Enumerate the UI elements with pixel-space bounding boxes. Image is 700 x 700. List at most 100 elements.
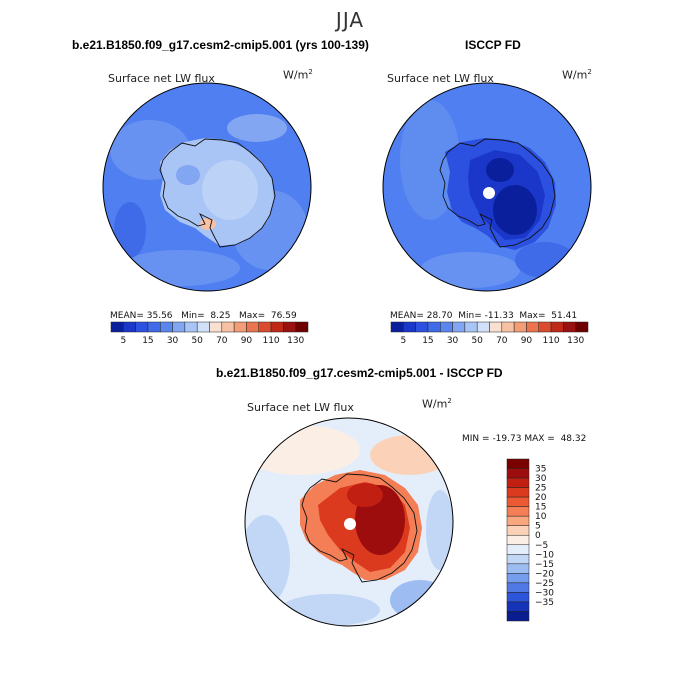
colorbar-isccp-swatch (390, 321, 404, 333)
colorbar-isccp-swatch (513, 321, 527, 333)
colorbar-isccp-swatch (489, 321, 503, 333)
colorbar-isccp-swatch (427, 321, 441, 333)
panel-2-variable: Surface net LW flux (387, 72, 494, 85)
colorbar-model-swatch (233, 321, 247, 333)
colorbar-difference-swatch (506, 468, 530, 479)
colorbar-difference-tick-label: 15 (535, 503, 546, 513)
colorbar-model-tick-label: 70 (216, 336, 228, 346)
colorbar-difference-swatch (506, 477, 530, 488)
panel-1-units: W/m2 (283, 68, 313, 82)
colorbar-model-swatch (283, 321, 296, 333)
colorbar-model-swatch (147, 321, 161, 333)
colorbar-isccp-swatch (501, 321, 515, 333)
panel-2-min: -11.33 (484, 311, 514, 321)
colorbar-model-swatch (110, 321, 124, 333)
colorbar-difference-tick-label: −30 (535, 588, 554, 598)
panel-2-max-label: Max= (519, 311, 546, 321)
colorbar-isccp-tick-label: 30 (447, 336, 459, 346)
colorbar-difference-swatch (506, 534, 530, 546)
map-model (102, 82, 312, 292)
colorbar-difference-tick-label: −35 (535, 598, 554, 608)
panel-2-units: W/m2 (562, 68, 592, 82)
panel-3-variable: Surface net LW flux (247, 401, 354, 414)
panel-3-units: W/m2 (422, 397, 452, 411)
colorbar-difference-swatch (506, 458, 530, 469)
colorbar-model-swatch (209, 321, 223, 333)
colorbar-model-tick-label: 110 (262, 336, 279, 346)
colorbar-isccp-tick-label: 50 (471, 336, 483, 346)
panel-3-stats: MIN = -19.73 MAX = 48.32 (462, 434, 586, 444)
colorbar-difference-tick-label: −25 (535, 579, 554, 589)
colorbar-model: 5 15 30 50 70 90 110 130 (110, 321, 309, 346)
colorbar-difference-tick-label: 30 (535, 474, 547, 484)
panel-2-title: ISCCP FD (465, 38, 521, 52)
colorbar-model-tick-label: 50 (191, 336, 203, 346)
map-difference (244, 417, 454, 627)
panel-2-min-label: Min= (458, 311, 482, 321)
colorbar-model-tick-label: 130 (287, 336, 304, 346)
colorbar-difference-swatch (506, 573, 530, 584)
colorbar-difference-tick-label: 35 (535, 465, 546, 475)
panel-3-title: b.e21.B1850.f09_g17.cesm2-cmip5.001 - IS… (216, 366, 503, 380)
colorbar-isccp-tick-label: 90 (521, 336, 533, 346)
panel-1-max-label: Max= (239, 311, 266, 321)
colorbar-isccp-tick-label: 70 (496, 336, 508, 346)
panel-1-min-label: Min= (181, 311, 205, 321)
panel-2-max: 51.41 (551, 311, 578, 321)
colorbar-difference-swatch (506, 515, 530, 526)
panel-3-min-label: MIN = (462, 434, 490, 444)
map-isccp (382, 82, 592, 292)
colorbar-difference-swatch (506, 611, 530, 622)
colorbar-model-swatch (196, 321, 210, 333)
colorbar-model-swatch (295, 321, 309, 333)
colorbar-difference-swatch (506, 496, 530, 507)
panel-2-mean: 28.70 (426, 311, 453, 321)
colorbar-difference-tick-label: −20 (535, 569, 554, 579)
panel-3-max-label: MAX = (524, 434, 555, 444)
colorbar-difference-swatch (506, 544, 530, 555)
panel-2-mean-label: MEAN= (390, 311, 424, 321)
colorbar-difference-tick-label: 0 (535, 531, 541, 541)
colorbar-model-tick-label: 15 (142, 336, 153, 346)
colorbar-difference-swatch (506, 592, 530, 603)
colorbar-isccp-tick-label: 130 (567, 336, 584, 346)
colorbar-isccp-swatch (464, 321, 478, 333)
colorbar-difference-tick-label: 5 (535, 522, 541, 532)
colorbar-difference-tick-label: −10 (535, 550, 554, 560)
colorbar-difference-swatch (506, 563, 530, 574)
colorbar-model-swatch (123, 321, 136, 333)
colorbar-difference-swatch (506, 525, 530, 536)
colorbar-isccp-swatch (452, 321, 466, 333)
colorbar-difference-tick-label: −5 (535, 541, 548, 551)
colorbar-isccp: 5 15 30 50 70 90 110 130 (390, 321, 589, 346)
colorbar-isccp-swatch (563, 321, 576, 333)
panel-1-mean-label: MEAN= (110, 311, 144, 321)
colorbar-difference-tick-label: 20 (535, 493, 547, 503)
colorbar-difference-swatch (506, 487, 530, 498)
panel-1-variable: Surface net LW flux (108, 72, 215, 85)
colorbar-model-swatch (184, 321, 198, 333)
colorbar-model-swatch (172, 321, 186, 333)
colorbar-isccp-swatch (575, 321, 589, 333)
colorbar-difference-swatch (506, 601, 530, 612)
colorbar-model-swatch (221, 321, 235, 333)
colorbar-difference-tick-label: 25 (535, 484, 546, 494)
colorbar-isccp-tick-label: 15 (422, 336, 433, 346)
colorbar-isccp-tick-label: 5 (400, 336, 406, 346)
panel-3-min: -19.73 (492, 434, 522, 444)
colorbar-model-swatch (160, 321, 173, 333)
colorbar-isccp-swatch (526, 321, 539, 333)
panel-1-mean: 35.56 (146, 311, 173, 321)
panel-1-title: b.e21.B1850.f09_g17.cesm2-cmip5.001 (yrs… (72, 38, 369, 52)
colorbar-isccp-tick-label: 110 (542, 336, 559, 346)
colorbar-model-tick-label: 30 (167, 336, 179, 346)
colorbar-isccp-swatch (538, 321, 552, 333)
panel-1-max: 76.59 (270, 311, 297, 321)
panel-2-stats: MEAN= 28.70 Min= -11.33 Max= 51.41 (390, 311, 577, 321)
colorbar-difference-swatch (506, 506, 530, 517)
colorbar-model-tick-label: 5 (120, 336, 126, 346)
colorbar-model-tick-label: 90 (241, 336, 253, 346)
colorbar-difference-swatch (506, 582, 530, 593)
